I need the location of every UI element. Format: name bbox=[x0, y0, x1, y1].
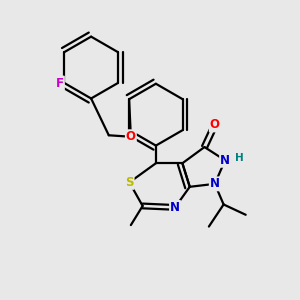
Text: H: H bbox=[235, 153, 243, 163]
Text: O: O bbox=[126, 130, 136, 143]
Text: N: N bbox=[220, 154, 230, 167]
Text: F: F bbox=[56, 76, 64, 89]
Text: O: O bbox=[210, 118, 220, 131]
Text: N: N bbox=[210, 177, 220, 190]
Text: N: N bbox=[170, 201, 180, 214]
Text: S: S bbox=[125, 176, 134, 189]
